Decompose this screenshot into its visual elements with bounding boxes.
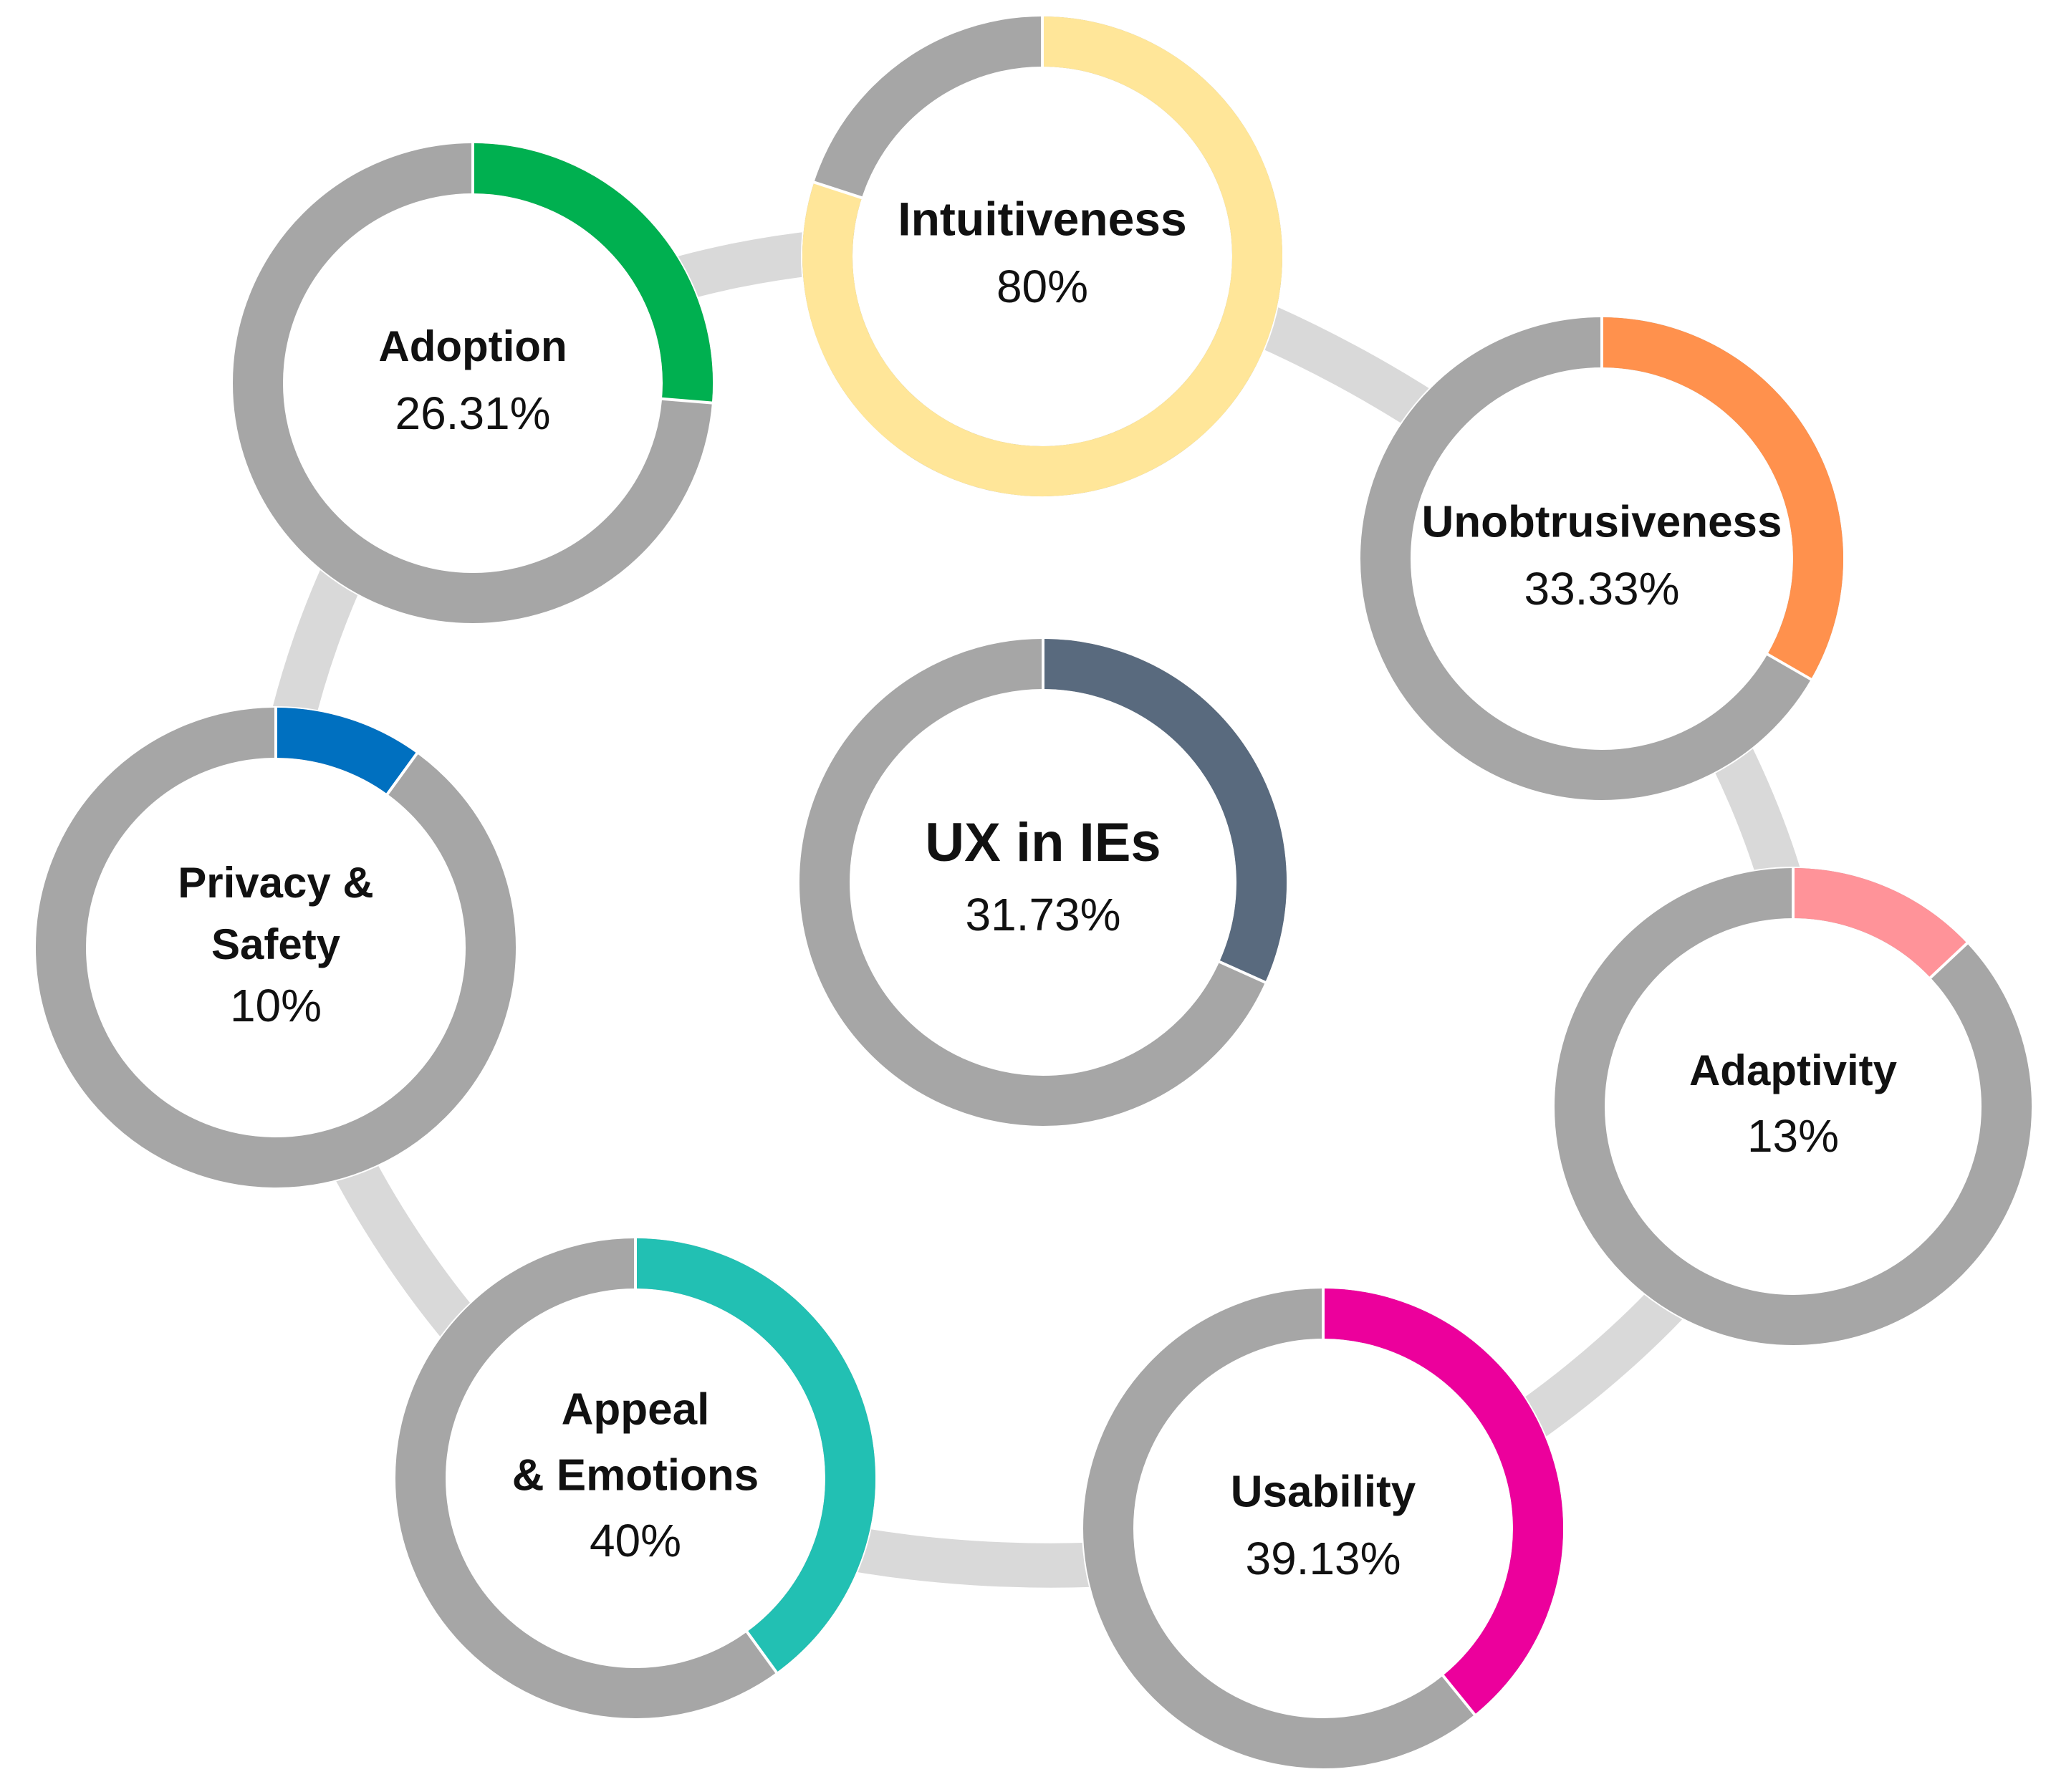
ring-unobtrusiveness-value-arc — [1601, 317, 1843, 680]
ring-intuitiveness-value-arc — [802, 16, 1282, 496]
center-ux-in-ies: UX in IEs 31.73% — [798, 637, 1288, 1127]
ring-usability-value-arc — [1322, 1288, 1563, 1715]
ring-adaptivity-arc-end-divider — [1928, 941, 1969, 980]
ring-privacy-and-safety-label-line-2: Safety — [211, 920, 341, 968]
ring-adoption-arc-end-divider — [661, 397, 714, 405]
ring-privacy-and-safety-value-label: 10% — [230, 980, 322, 1031]
ring-unobtrusiveness-arc-end-divider — [1766, 652, 1812, 681]
ring-unobtrusiveness: Unobtrusiveness 33.33% — [1359, 316, 1845, 801]
ring-adoption-value-arc — [472, 143, 713, 403]
center-ux-in-ies-value-arc — [1042, 639, 1287, 983]
ring-usability-backdrop — [1082, 1287, 1565, 1770]
ring-adoption-label-line-1: Adoption — [378, 322, 567, 370]
ring-appeal-and-emotions-label-line-2: & Emotions — [512, 1450, 759, 1500]
ring-intuitiveness-value-label: 80% — [996, 261, 1088, 312]
ring-privacy-and-safety: Privacy & Safety 10% — [34, 706, 517, 1189]
ring-adoption: Adoption 26.31% — [231, 142, 714, 625]
center-donut: UX in IEs 31.73% — [798, 637, 1288, 1127]
ring-intuitiveness-arc-end-divider — [812, 180, 863, 200]
donut-rings: Intuitiveness 80% Unobtrusiveness 33.33% Ada… — [34, 15, 2033, 1770]
ring-adoption-value-label: 26.31% — [395, 387, 550, 439]
ring-unobtrusiveness-backdrop — [1359, 316, 1845, 801]
ring-appeal-and-emotions-backdrop — [394, 1237, 877, 1720]
ring-adaptivity-label-line-1: Adaptivity — [1689, 1046, 1898, 1094]
ring-adoption-backdrop — [231, 142, 714, 625]
center-ux-in-ies-label-line-1: UX in IEs — [925, 812, 1161, 873]
ring-appeal-and-emotions-arc-end-divider — [745, 1630, 779, 1675]
ring-usability-arc-end-divider — [1441, 1674, 1476, 1716]
center-ux-in-ies-arc-end-divider — [1218, 960, 1267, 984]
ring-intuitiveness-label-line-1: Intuitiveness — [898, 192, 1186, 245]
ring-usability-value-label: 39.13% — [1245, 1533, 1401, 1584]
ring-adaptivity-backdrop — [1553, 867, 2033, 1347]
center-ux-in-ies-backdrop — [798, 637, 1288, 1127]
ring-privacy-and-safety-backdrop — [34, 706, 517, 1189]
ring-appeal-and-emotions: Appeal & Emotions 40% — [394, 1237, 877, 1720]
ring-appeal-and-emotions-value-arc — [635, 1238, 876, 1673]
ring-appeal-and-emotions-label-line-1: Appeal — [562, 1384, 710, 1434]
ring-intuitiveness: Intuitiveness 80% — [801, 15, 1284, 498]
ring-usability: Usability 39.13% — [1082, 1287, 1565, 1770]
ring-privacy-and-safety-label-line-1: Privacy & — [178, 859, 374, 907]
ring-intuitiveness-backdrop — [801, 15, 1284, 498]
ring-privacy-and-safety-arc-end-divider — [385, 751, 419, 796]
ring-adaptivity-value-label: 13% — [1747, 1110, 1839, 1162]
center-ux-in-ies-value-label: 31.73% — [965, 889, 1120, 940]
ring-adaptivity: Adaptivity 13% — [1553, 867, 2033, 1347]
ring-unobtrusiveness-label-line-1: Unobtrusiveness — [1421, 497, 1782, 546]
ring-adaptivity-value-arc — [1792, 868, 1967, 978]
ring-usability-label-line-1: Usability — [1231, 1467, 1416, 1516]
ring-privacy-and-safety-value-arc — [275, 708, 417, 794]
ring-unobtrusiveness-value-label: 33.33% — [1524, 563, 1679, 615]
ring-appeal-and-emotions-value-label: 40% — [590, 1515, 681, 1566]
